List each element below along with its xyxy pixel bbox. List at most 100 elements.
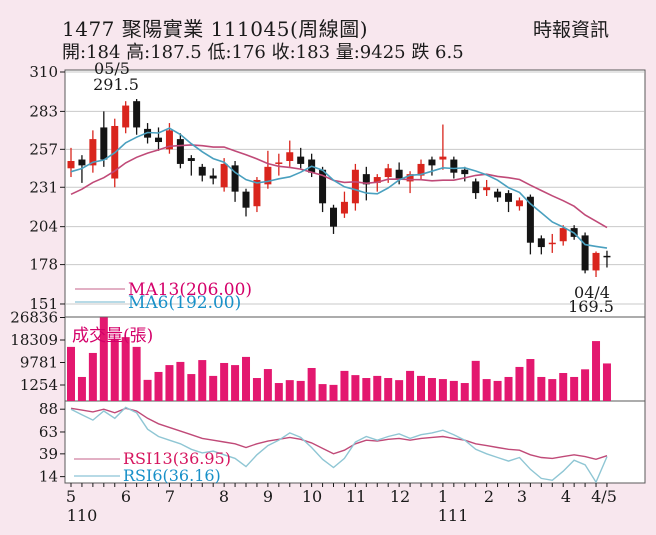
era-label: 110	[67, 506, 98, 525]
quote-line: 開:184 高:187.5 低:176 收:183 量:9425 跌 6.5	[62, 42, 464, 63]
svg-text:257: 257	[29, 140, 58, 158]
candle-body	[209, 175, 217, 179]
candle-body	[319, 169, 327, 204]
candle-body	[133, 101, 141, 128]
candle-body	[505, 193, 513, 202]
ma13-legend-label: MA13(206.00)	[128, 280, 252, 300]
volume-bar	[351, 375, 360, 401]
candle-body	[220, 163, 228, 188]
volume-bar	[395, 380, 404, 401]
volume-bar	[198, 360, 207, 401]
volume-bar	[154, 371, 163, 401]
era-label: 111	[438, 506, 469, 525]
volume-bar	[460, 383, 469, 401]
volume-bars	[67, 317, 611, 401]
candle-body	[384, 168, 392, 178]
volume-bar	[274, 383, 283, 401]
ma-legend: MA13(206.00)MA6(192.00)	[75, 280, 252, 313]
month-label: 12	[390, 487, 410, 506]
candle-body	[373, 177, 381, 183]
candle-body	[187, 158, 195, 161]
ma13-line	[70, 144, 608, 229]
volume-bar	[406, 370, 415, 401]
volume-bar	[384, 378, 393, 401]
candle-body	[417, 163, 425, 176]
svg-text:88: 88	[39, 400, 58, 418]
candle-body	[242, 191, 250, 208]
volume-bar	[329, 384, 338, 401]
rsi6-legend-label: RSI6(36.16)	[123, 466, 221, 485]
volume-bar	[209, 375, 218, 401]
volume-bar	[548, 379, 557, 401]
volume-bar	[340, 370, 349, 401]
volume-bar	[176, 361, 185, 401]
volume-bar	[602, 363, 611, 401]
candle-body	[472, 181, 480, 194]
volume-bar	[99, 317, 108, 401]
candle-body	[428, 159, 436, 166]
month-label: 5	[66, 487, 76, 506]
svg-text:283: 283	[29, 102, 58, 120]
volume-bar	[526, 359, 535, 401]
candle-body	[362, 174, 370, 185]
volume-bar	[449, 380, 458, 401]
candle-body	[450, 159, 458, 173]
candle-body	[581, 235, 589, 271]
volume-bar	[220, 362, 229, 401]
volume-bar	[252, 378, 261, 401]
volume-bar	[559, 373, 568, 401]
rsi13-legend-label: RSI13(36.95)	[123, 449, 231, 468]
candle-body	[122, 105, 130, 128]
volume-bar	[373, 375, 382, 401]
volume-bar	[417, 375, 426, 401]
volume-bar	[427, 378, 436, 401]
candle-body	[526, 196, 534, 243]
candle-body	[165, 130, 173, 150]
volume-bar	[187, 374, 196, 401]
chart-title: 1477 聚陽實業 111045(周線圖)	[62, 17, 369, 41]
volume-bar	[471, 360, 480, 401]
candle-body	[340, 201, 348, 214]
month-label: 4	[561, 487, 571, 506]
volume-bar	[438, 379, 447, 401]
candle-body	[275, 162, 283, 164]
volume-bar	[482, 379, 491, 401]
volume-bar	[143, 379, 152, 401]
svg-text:310: 310	[29, 63, 58, 81]
high-date-label: 05/5	[94, 59, 130, 78]
svg-text:18309: 18309	[10, 331, 58, 349]
volume-bar	[165, 365, 174, 401]
volume-bar	[132, 346, 141, 401]
candle-body	[176, 139, 184, 164]
source-label: 時報資訊	[533, 19, 610, 41]
volume-axis-labels: 26836 18309 9781 1254	[10, 309, 65, 394]
volume-bar	[537, 376, 546, 401]
candle-body	[548, 242, 556, 245]
volume-bar	[570, 376, 579, 401]
volume-bar	[77, 376, 86, 401]
volume-bar	[242, 356, 251, 401]
svg-text:178: 178	[29, 256, 58, 274]
candle-body	[231, 165, 239, 192]
rsi6-line	[70, 406, 608, 484]
month-label: 2	[484, 487, 494, 506]
candle-body	[603, 255, 611, 258]
ma6-line	[70, 127, 608, 249]
svg-text:39: 39	[39, 445, 58, 463]
candle-body	[461, 169, 469, 175]
volume-bar	[592, 341, 601, 401]
candle-body	[559, 228, 567, 242]
month-label: 1	[438, 487, 448, 506]
month-label: 11	[346, 487, 366, 506]
svg-text:63: 63	[39, 423, 58, 441]
month-label: 7	[165, 487, 175, 506]
svg-text:26836: 26836	[10, 309, 58, 327]
price-axis-labels: 310 283 257 231 204 178 151	[29, 63, 65, 313]
volume-bar	[296, 380, 305, 401]
rsi-axis-labels: 88 63 39 14	[39, 400, 65, 486]
candle-body	[155, 137, 163, 143]
month-label: 3	[517, 487, 527, 506]
